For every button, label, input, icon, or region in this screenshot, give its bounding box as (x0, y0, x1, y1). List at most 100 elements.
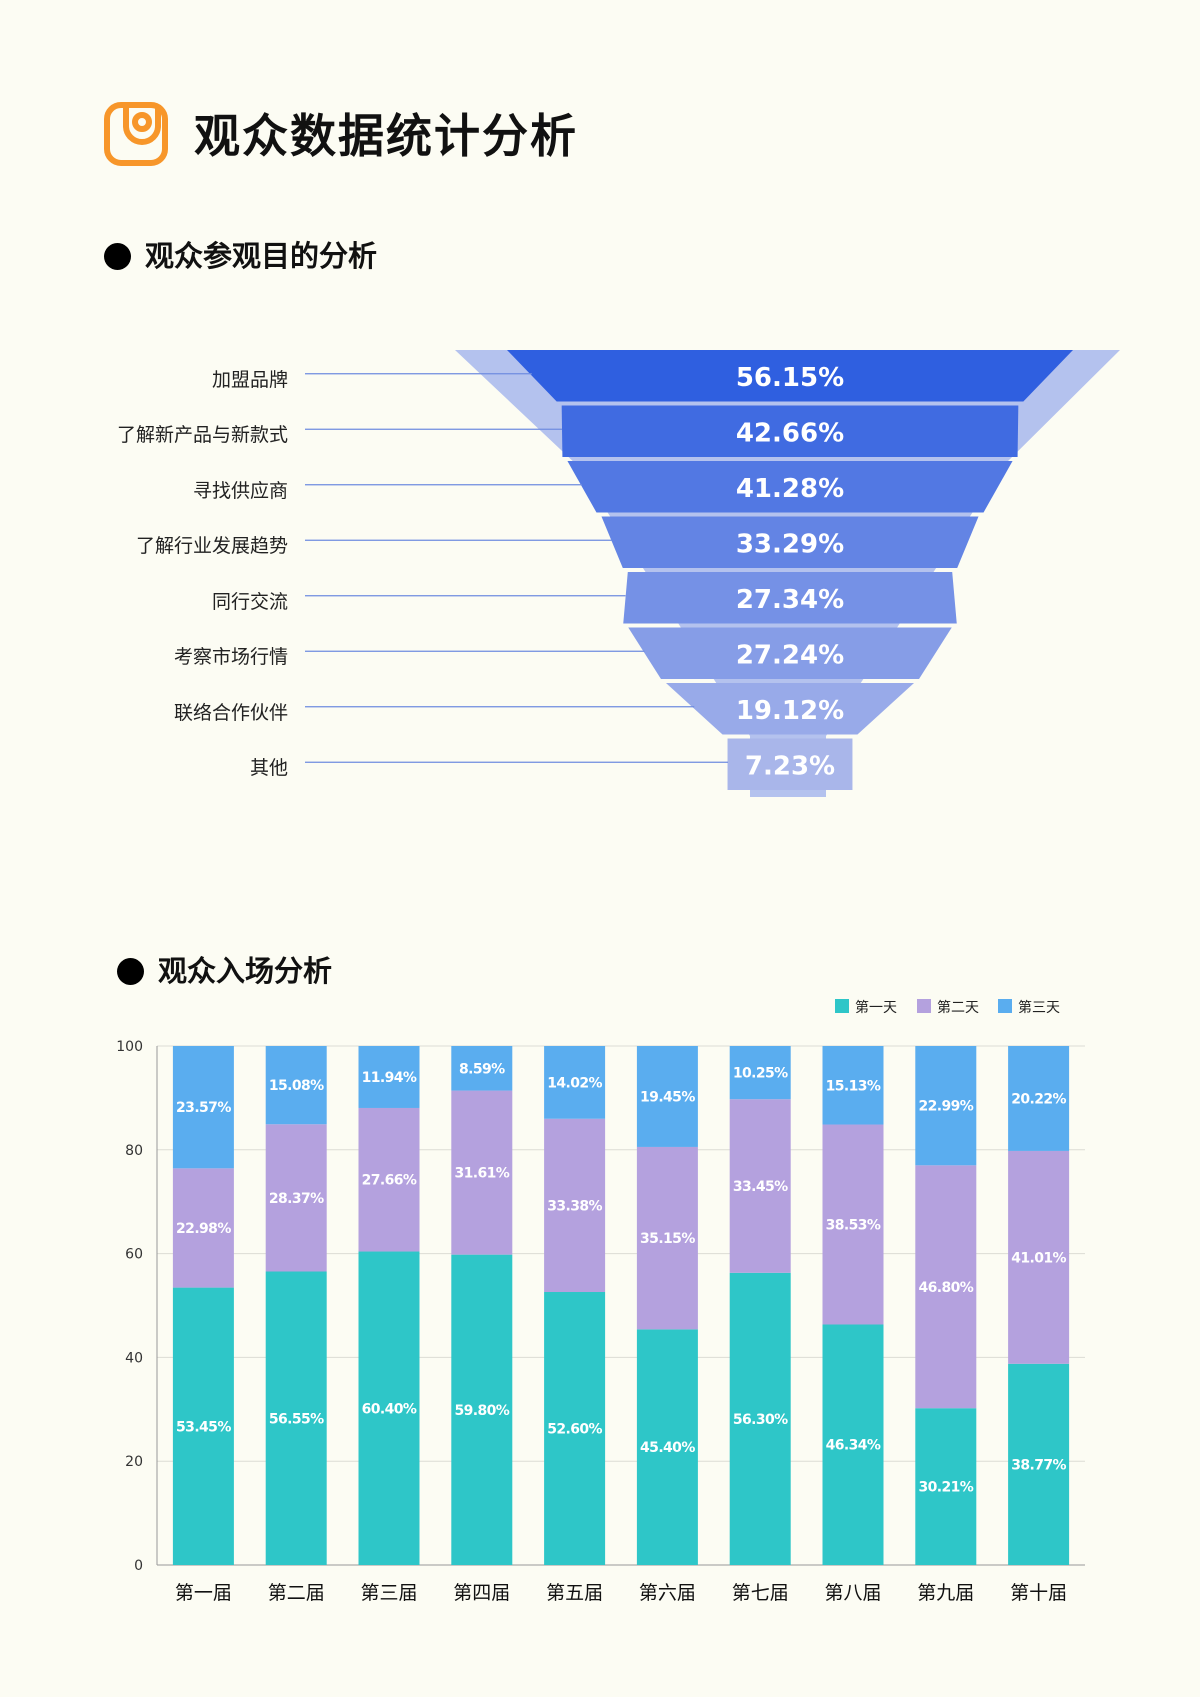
bar-segment (1008, 1363, 1070, 1565)
x-tick-label: 第七届 (732, 1582, 789, 1604)
bar-value-label: 11.94% (362, 1070, 417, 1086)
bar-value-label: 22.99% (918, 1099, 973, 1115)
stacked-bar-chart: 0 20 40 60 80 100 53.45% 22.98% 23.57% 第一届 56.55% 2… (116, 999, 1085, 1604)
bar-segment (451, 1254, 513, 1565)
bar-value-label: 31.61% (454, 1166, 509, 1182)
y-tick-label: 0 (134, 1558, 143, 1574)
bar-segment (265, 1124, 327, 1272)
y-tick-label: 20 (125, 1454, 143, 1470)
bar-value-label: 23.57% (176, 1100, 231, 1116)
x-tick-label: 第十届 (1010, 1582, 1067, 1604)
bar-segment (1008, 1150, 1070, 1364)
bar-segment (358, 1107, 420, 1252)
funnel-label: 同行交流 (211, 591, 288, 613)
funnel-label: 寻找供应商 (192, 480, 288, 502)
bar-segment (822, 1046, 884, 1125)
bullet-icon (117, 957, 144, 985)
x-tick-label: 第三届 (360, 1582, 417, 1604)
funnel-segment (628, 627, 952, 679)
x-tick-label: 第六届 (639, 1582, 696, 1604)
funnel-value-label: 19.12% (736, 696, 844, 726)
bar-value-label: 10.25% (733, 1066, 788, 1082)
bullet-icon (104, 242, 131, 270)
funnel-segment (601, 516, 979, 568)
bar-segment (451, 1090, 513, 1255)
legend-swatch (835, 999, 849, 1013)
bar-segment (358, 1251, 420, 1565)
x-tick-label: 第八届 (824, 1582, 881, 1604)
bar-segment (265, 1271, 327, 1565)
bar-value-label: 46.34% (826, 1438, 881, 1454)
bar-segment (636, 1329, 698, 1565)
x-tick-label: 第九届 (917, 1582, 974, 1604)
funnel-label: 考察市场行情 (173, 646, 288, 668)
bar-segment (636, 1146, 698, 1330)
bar-value-label: 28.37% (269, 1191, 324, 1207)
legend-label: 第三天 (1018, 999, 1060, 1016)
bar-value-label: 38.77% (1011, 1457, 1066, 1473)
bar-value-label: 45.40% (640, 1440, 695, 1456)
funnel-value-label: 27.24% (736, 640, 844, 670)
funnel-label: 了解行业发展趋势 (135, 535, 288, 557)
bar-value-label: 38.53% (826, 1218, 881, 1234)
bar-segment (915, 1408, 977, 1565)
bar-value-label: 41.01% (1011, 1250, 1066, 1266)
bar-value-label: 35.15% (640, 1231, 695, 1247)
bar-segment (636, 1046, 698, 1147)
bar-value-label: 59.80% (454, 1403, 509, 1419)
y-tick-label: 60 (125, 1247, 143, 1263)
bar-segment (915, 1165, 977, 1409)
y-tick-label: 80 (125, 1143, 143, 1159)
bar-segment (265, 1046, 327, 1125)
funnel-segment (623, 572, 957, 624)
funnel-value-label: 41.28% (736, 474, 844, 504)
bar-value-label: 56.55% (269, 1411, 324, 1427)
bar-segment (822, 1324, 884, 1565)
funnel-segment (507, 350, 1073, 402)
bar-value-label: 46.80% (918, 1280, 973, 1296)
bar-value-label: 22.98% (176, 1221, 231, 1237)
funnel-section-title-text: 观众参观目的分析 (145, 239, 378, 273)
y-tick-label: 40 (125, 1350, 143, 1366)
funnel-segment (567, 461, 1013, 513)
funnel-label: 了解新产品与新款式 (116, 424, 288, 446)
legend-label: 第一天 (855, 999, 897, 1016)
legend-label: 第二天 (937, 999, 979, 1016)
funnel-value-label: 7.23% (745, 751, 835, 781)
bar-segment (172, 1046, 234, 1169)
bar-segment (729, 1272, 791, 1565)
bar-value-label: 53.45% (176, 1419, 231, 1435)
funnel-segment (665, 683, 915, 735)
funnel-chart: 56.15% 42.66% 41.28% 33.29% 27.34% 27.24% 19.1… (305, 350, 1120, 797)
bar-segment (358, 1046, 420, 1108)
logo-icon (104, 102, 168, 166)
bar-value-label: 52.60% (547, 1422, 602, 1438)
bar-segment (172, 1287, 234, 1565)
bar-value-label: 15.08% (269, 1078, 324, 1094)
bar-segment (172, 1168, 234, 1288)
funnel-label: 其他 (249, 757, 288, 779)
x-tick-label: 第四届 (453, 1582, 510, 1604)
bar-value-label: 8.59% (459, 1061, 505, 1077)
bar-segment (544, 1046, 606, 1119)
bar-value-label: 27.66% (362, 1173, 417, 1189)
bar-value-label: 30.21% (918, 1480, 973, 1496)
bar-segment (822, 1124, 884, 1325)
funnel-value-label: 42.66% (736, 418, 844, 448)
funnel-label: 加盟品牌 (211, 369, 288, 391)
funnel-section-title: 观众参观目的分析 (104, 236, 377, 276)
legend-swatch (998, 999, 1012, 1013)
bar-value-label: 60.40% (362, 1401, 417, 1417)
funnel-label: 联络合作伙伴 (173, 702, 288, 724)
funnel-value-label: 56.15% (736, 363, 844, 393)
bar-value-label: 15.13% (826, 1078, 881, 1094)
x-tick-label: 第一届 (175, 1582, 232, 1604)
x-tick-label: 第二届 (268, 1582, 325, 1604)
bar-section-title-text: 观众入场分析 (158, 954, 333, 988)
bar-section-title: 观众入场分析 (117, 951, 332, 991)
bar-segment (451, 1046, 513, 1091)
page-title: 观众数据统计分析 (194, 109, 578, 163)
funnel-value-label: 33.29% (736, 529, 844, 559)
bar-segment (544, 1118, 606, 1293)
bar-segment (915, 1046, 977, 1166)
